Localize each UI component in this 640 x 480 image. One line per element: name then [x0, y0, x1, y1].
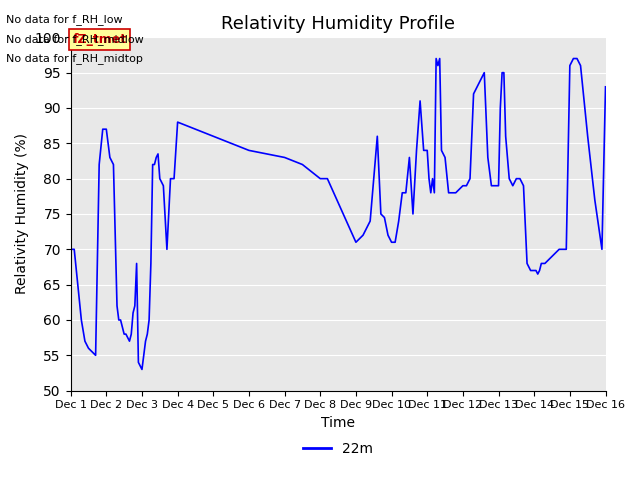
Text: No data for f_RH_midlow: No data for f_RH_midlow — [6, 34, 144, 45]
Title: Relativity Humidity Profile: Relativity Humidity Profile — [221, 15, 455, 33]
Text: No data for f_RH_low: No data for f_RH_low — [6, 14, 123, 25]
Legend: 22m: 22m — [298, 436, 379, 461]
Text: fZ_tmet: fZ_tmet — [72, 33, 127, 46]
X-axis label: Time: Time — [321, 416, 355, 430]
Y-axis label: Relativity Humidity (%): Relativity Humidity (%) — [15, 133, 29, 295]
Text: No data for f_RH_midtop: No data for f_RH_midtop — [6, 53, 143, 64]
